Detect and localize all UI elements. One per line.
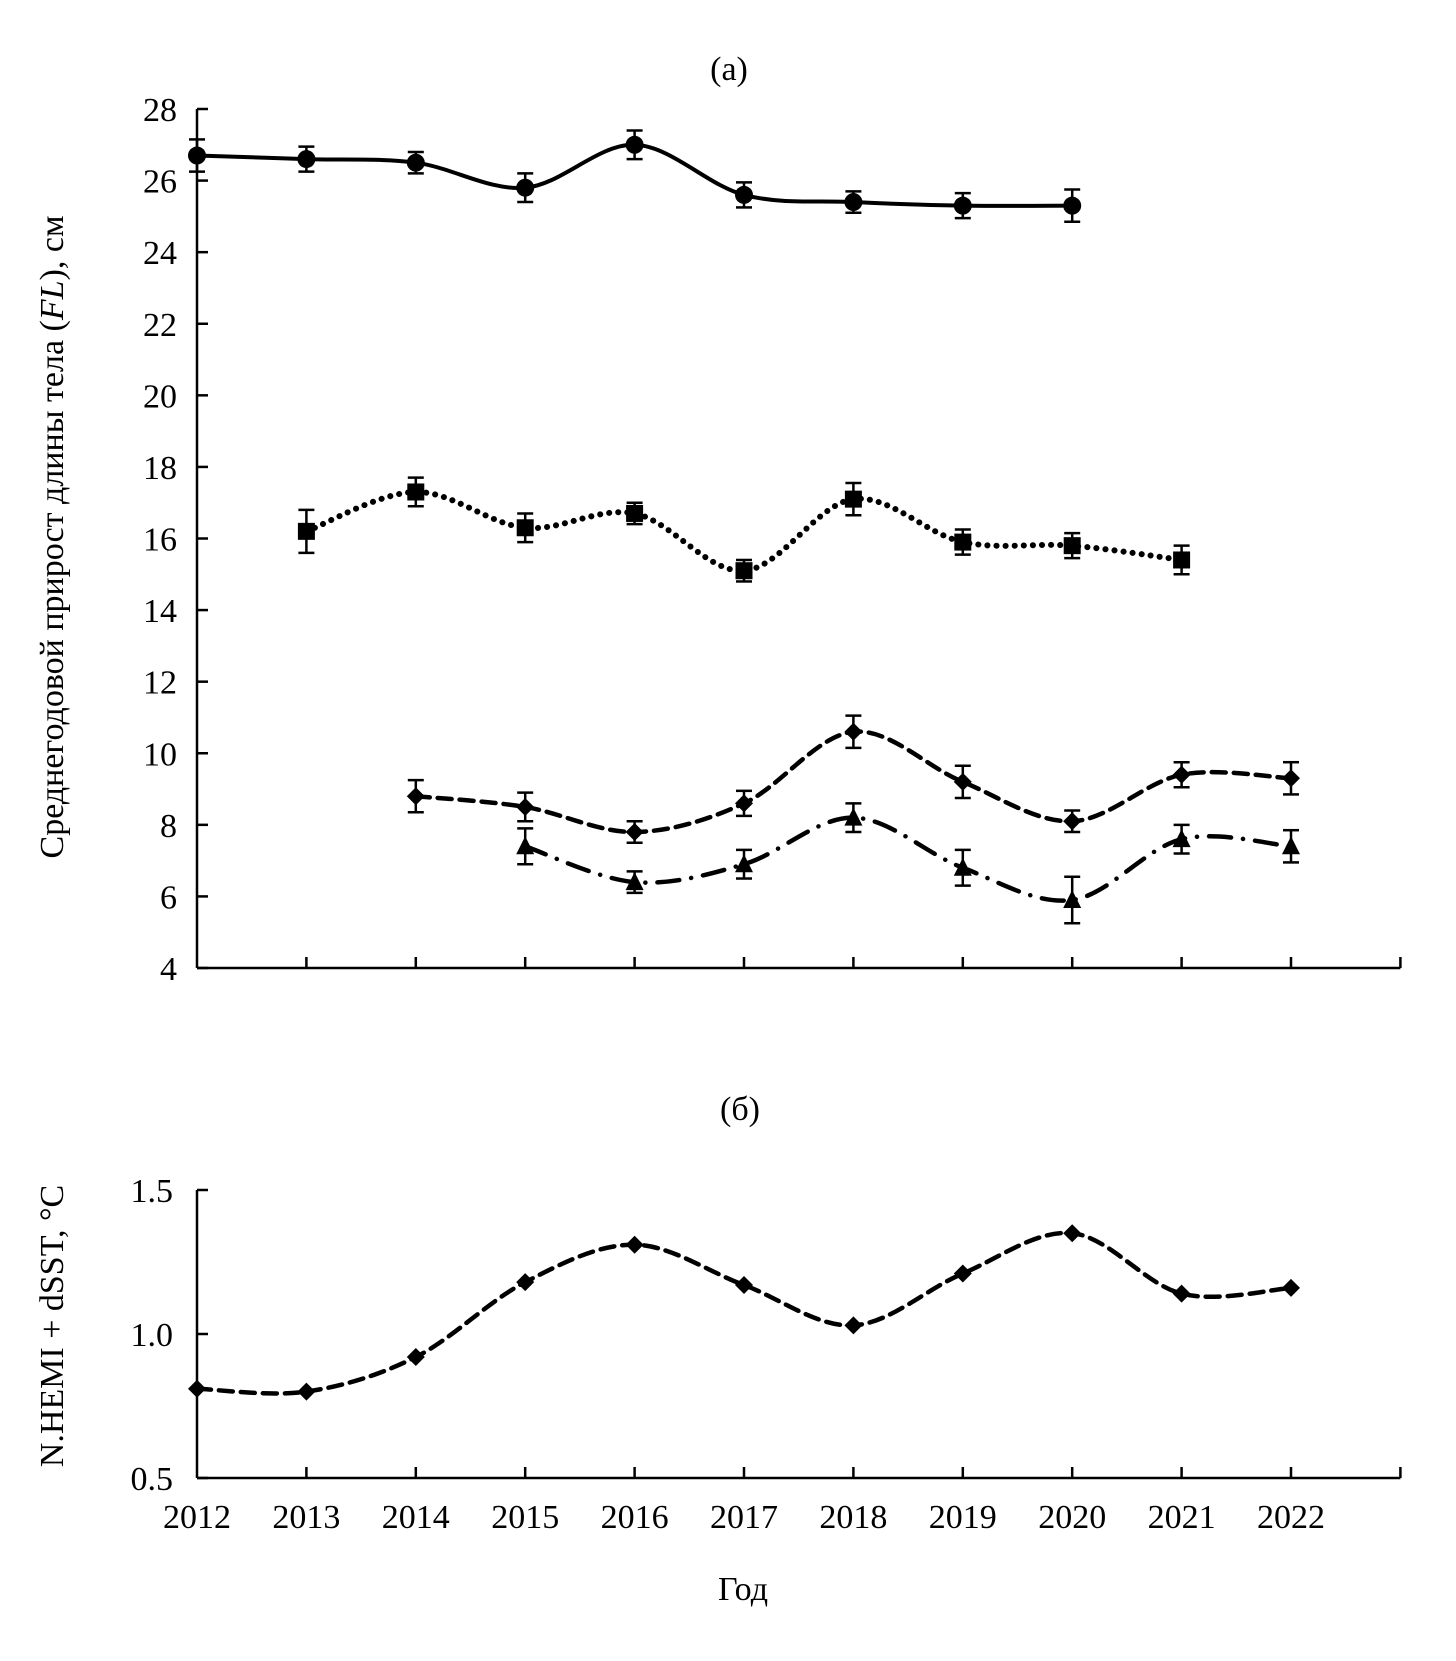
data-point-square	[407, 483, 425, 501]
y-tick-label-b: 1.0	[131, 1317, 174, 1354]
series-diamonds-dashed	[406, 714, 1300, 844]
x-tick-label-b: 2016	[601, 1499, 669, 1536]
data-point-circle	[188, 146, 206, 165]
y-tick-label-b: 1.5	[131, 1173, 174, 1210]
y-axis-label-a: Среднегодовой прирост длины тела (FL), с…	[34, 216, 71, 859]
data-point-square	[1173, 551, 1191, 569]
data-point-diamond	[844, 1316, 863, 1335]
data-point-square	[516, 519, 534, 537]
data-point-triangle	[735, 854, 753, 873]
x-tick-label-b: 2018	[819, 1499, 887, 1536]
data-point-diamond	[1063, 1224, 1082, 1243]
data-point-circle	[516, 178, 535, 197]
y-tick-label-a: 28	[143, 92, 177, 129]
data-point-diamond	[735, 794, 753, 813]
data-point-square	[1063, 537, 1081, 555]
data-point-diamond	[1282, 769, 1300, 788]
data-point-triangle	[953, 857, 972, 876]
series-group-b	[188, 1224, 1300, 1401]
series-group-a	[188, 129, 1300, 925]
data-point-square	[954, 533, 972, 551]
data-point-diamond	[844, 722, 863, 741]
data-point-square	[844, 490, 862, 508]
data-point-diamond	[953, 1264, 972, 1283]
data-point-diamond	[516, 1273, 535, 1292]
series-circles-solid	[188, 129, 1082, 223]
data-point-circle	[953, 196, 972, 215]
data-point-triangle	[1172, 829, 1191, 848]
series-line-squares-dotted	[303, 488, 1185, 574]
y-tick-label-a: 24	[143, 235, 177, 272]
series-line-triangles-dashdot	[522, 815, 1294, 903]
y-tick-label-b: 0.5	[131, 1461, 174, 1498]
data-point-circle	[406, 153, 425, 172]
data-point-circle	[625, 135, 644, 154]
x-tick-label-b: 2019	[929, 1499, 997, 1536]
series-squares-dotted	[297, 476, 1191, 583]
x-axis-label-b: Год	[718, 1571, 768, 1608]
series-triangles-dashdot	[516, 802, 1300, 925]
series-nhemi-dsst	[188, 1224, 1300, 1401]
x-tick-label-b: 2021	[1148, 1499, 1216, 1536]
axes-b: 0.5 1.0 1.5 2012 2013 2014 2015 2016 2017 2018 201…	[131, 1173, 1402, 1536]
panel-label-a: (a)	[710, 51, 748, 88]
data-point-triangle	[625, 872, 644, 891]
data-point-diamond	[735, 1276, 753, 1295]
y-axis-label-a-part1: Среднегодовой прирост длины тела (	[34, 320, 71, 858]
data-point-diamond	[1063, 812, 1082, 831]
y-tick-label-a: 4	[160, 951, 177, 988]
y-tick-label-a: 20	[143, 378, 177, 415]
x-tick-label-b: 2017	[710, 1499, 778, 1536]
x-tick-label-b: 2022	[1257, 1499, 1325, 1536]
x-tick-label-b: 2015	[491, 1499, 559, 1536]
data-point-diamond	[406, 787, 425, 806]
y-axis-label-b: N.HEMI + dSST, °C	[34, 1185, 71, 1467]
data-point-circle	[735, 185, 753, 204]
y-tick-label-a: 10	[143, 736, 177, 773]
data-point-diamond	[297, 1382, 316, 1401]
data-point-diamond	[188, 1379, 206, 1398]
y-tick-label-a: 8	[160, 808, 177, 845]
data-point-triangle	[516, 836, 535, 855]
y-tick-label-a: 18	[143, 450, 177, 487]
series-line-nhemi-dsst	[194, 1230, 1294, 1396]
y-tick-label-a: 22	[143, 307, 177, 344]
data-point-square	[297, 522, 315, 540]
svg-text:Среднегодовой прирост длины те: Среднегодовой прирост длины тела (FL), с…	[34, 216, 71, 859]
data-point-diamond	[625, 1235, 644, 1254]
y-axis-label-a-part2: FL	[34, 280, 71, 321]
data-point-diamond	[1172, 1284, 1191, 1303]
data-point-diamond	[953, 772, 972, 791]
axes-a: 4 6 8 10 12 14 16 18 20 22 24 26 28	[143, 92, 1402, 988]
y-tick-label-a: 14	[143, 593, 177, 630]
x-tick-label-b: 2014	[382, 1499, 450, 1536]
data-point-triangle	[1282, 836, 1300, 855]
data-point-diamond	[1172, 765, 1191, 784]
data-point-square	[735, 562, 753, 580]
data-point-triangle	[1063, 889, 1082, 908]
y-axis-label-a-part3: ), см	[34, 216, 71, 281]
data-point-circle	[844, 193, 863, 212]
data-point-square	[626, 504, 644, 522]
chart-panel-a: (a) Среднегодовой прирост длины тела (FL…	[34, 51, 1402, 988]
data-point-diamond	[625, 822, 644, 841]
data-point-triangle	[844, 807, 863, 826]
y-tick-label-a: 26	[143, 164, 177, 201]
data-point-circle	[1063, 196, 1082, 215]
x-tick-label-b: 2013	[272, 1499, 340, 1536]
chart-panel-b: (б) N.HEMI + dSST, °C Год 0.5 1.0 1.5 2012 2…	[34, 1091, 1402, 1608]
y-tick-label-a: 6	[160, 879, 177, 916]
data-point-circle	[297, 150, 316, 169]
y-tick-label-a: 16	[143, 522, 177, 559]
x-tick-label-b: 2020	[1038, 1499, 1106, 1536]
y-axis-label-b-group: N.HEMI + dSST, °C	[34, 1185, 71, 1467]
panel-label-b: (б)	[720, 1091, 760, 1128]
y-tick-label-a: 12	[143, 665, 177, 702]
data-point-diamond	[406, 1348, 425, 1367]
data-point-diamond	[1282, 1278, 1300, 1297]
data-point-diamond	[516, 797, 535, 816]
x-tick-label-b: 2012	[163, 1499, 231, 1536]
